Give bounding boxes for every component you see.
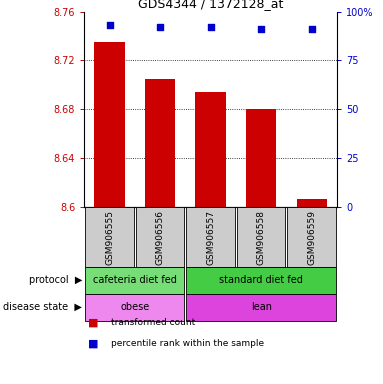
Text: percentile rank within the sample: percentile rank within the sample (111, 339, 264, 348)
Text: GSM906557: GSM906557 (206, 210, 215, 265)
FancyBboxPatch shape (136, 207, 184, 267)
Text: standard diet fed: standard diet fed (219, 275, 303, 285)
FancyBboxPatch shape (187, 207, 235, 267)
Bar (246, 109, 277, 207)
FancyBboxPatch shape (85, 294, 184, 321)
Title: GDS4344 / 1372128_at: GDS4344 / 1372128_at (138, 0, 283, 10)
Point (157, 24, 163, 30)
Text: protocol  ▶: protocol ▶ (29, 275, 82, 285)
Text: transformed count: transformed count (111, 318, 195, 327)
Text: lean: lean (251, 302, 272, 312)
Text: GSM906556: GSM906556 (155, 210, 165, 265)
FancyBboxPatch shape (85, 267, 184, 294)
Bar (145, 79, 175, 207)
FancyBboxPatch shape (187, 294, 336, 321)
Point (106, 22, 113, 28)
Text: GSM906558: GSM906558 (257, 210, 266, 265)
FancyBboxPatch shape (288, 207, 336, 267)
Point (258, 26, 264, 32)
Text: ■: ■ (88, 318, 98, 328)
Text: cafeteria diet fed: cafeteria diet fed (93, 275, 177, 285)
Bar (94, 42, 125, 207)
FancyBboxPatch shape (187, 267, 336, 294)
Text: ■: ■ (88, 339, 98, 349)
Text: GSM906559: GSM906559 (307, 210, 316, 265)
Text: disease state  ▶: disease state ▶ (3, 302, 82, 312)
Text: GSM906555: GSM906555 (105, 210, 114, 265)
FancyBboxPatch shape (237, 207, 285, 267)
Text: obese: obese (120, 302, 149, 312)
Point (208, 24, 214, 30)
Bar (195, 92, 226, 207)
FancyBboxPatch shape (85, 207, 134, 267)
Bar (296, 199, 327, 207)
Point (309, 26, 315, 32)
